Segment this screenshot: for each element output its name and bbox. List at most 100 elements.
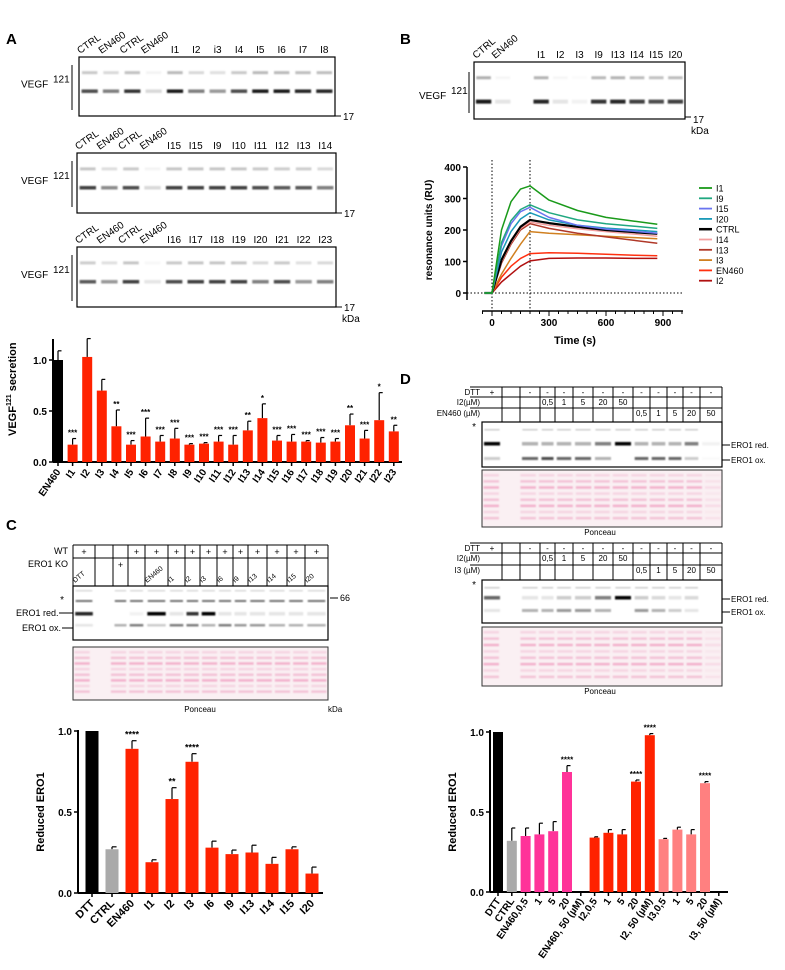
ponceau-band: [220, 673, 236, 676]
ponceau-band: [594, 656, 610, 659]
protein-label-superscript: 121: [53, 171, 70, 182]
blot-band: [201, 612, 216, 616]
x-tick-label: I13: [236, 467, 253, 485]
legend-label: CTRL: [716, 225, 740, 235]
blot-band: [269, 600, 285, 602]
ponceau-band: [483, 656, 499, 659]
ponceau-band: [311, 667, 327, 671]
row-label: EN460 (µM): [437, 409, 481, 418]
blot-band: [218, 590, 232, 592]
ponceau-band: [274, 656, 291, 660]
blot-band: [144, 280, 161, 284]
table-cell: 0,5: [636, 566, 648, 575]
ponceau-band: [74, 679, 90, 682]
blot-band: [269, 612, 285, 616]
marker-66kda: 66: [340, 593, 350, 603]
blot-band: [209, 280, 226, 284]
ponceau-band: [74, 667, 90, 671]
blot-frame: [78, 56, 336, 117]
blot-band: [230, 89, 248, 93]
blot-band: [102, 89, 120, 93]
ponceau-band: [668, 480, 684, 483]
table-cell: -: [546, 388, 549, 397]
protein-label: VEGF: [21, 270, 48, 281]
ponceau-label: Ponceau: [184, 705, 216, 714]
ponceau-band: [274, 667, 291, 671]
blot-band: [147, 590, 166, 592]
blot-frame: [473, 61, 686, 120]
wt-cell: +: [222, 547, 227, 557]
ponceau-band: [631, 675, 647, 679]
series-line-en460: [484, 251, 658, 294]
ponceau-band: [293, 656, 309, 660]
table-cell: 0,5: [542, 398, 554, 407]
ponceau-band: [705, 510, 721, 514]
ponceau-band: [649, 504, 666, 508]
blot-band: [541, 429, 554, 431]
bar: [265, 863, 279, 893]
legend-label: EN460: [716, 266, 744, 276]
blot-band: [166, 261, 182, 265]
lane-label: I12: [275, 141, 289, 152]
bar: [686, 834, 697, 892]
ponceau-band: [483, 662, 499, 666]
lane-label: I9: [595, 50, 604, 61]
ero1-reduced-label: ERO1 red.: [16, 608, 59, 618]
ponceau-band: [705, 516, 721, 520]
ponceau-band: [311, 679, 327, 682]
ponceau-band: [256, 673, 272, 676]
wt-cell: +: [174, 547, 179, 557]
lane-label: I16: [167, 235, 181, 246]
blot-band: [234, 612, 247, 616]
bar: [658, 839, 669, 892]
blot-band: [541, 457, 554, 460]
bar: [330, 441, 341, 462]
ponceau-band: [557, 504, 573, 508]
blot-band: [187, 280, 204, 284]
ponceau-band: [649, 474, 666, 477]
blot-band: [295, 167, 312, 171]
bar: [165, 799, 179, 893]
table-cell: 0,5: [542, 554, 554, 563]
y-tick-label: 0.5: [33, 407, 47, 418]
bar: [111, 426, 122, 462]
x-tick-label: I6: [137, 467, 151, 481]
blot-band: [129, 624, 144, 627]
bar: [257, 418, 268, 462]
ponceau-band: [612, 486, 629, 489]
ponceau-band: [649, 650, 666, 653]
ponceau-band: [238, 656, 254, 660]
lane-label: I1: [171, 45, 180, 56]
ponceau-band: [256, 679, 272, 682]
blot-band: [595, 596, 611, 600]
blot-band: [575, 596, 591, 600]
blot-band: [668, 457, 682, 460]
ponceau-band: [594, 643, 610, 647]
blot-band: [484, 587, 500, 589]
x-tick-label: I9: [222, 898, 237, 913]
ponceau-band: [686, 675, 703, 679]
blot-band: [556, 609, 572, 612]
blot-band: [595, 587, 611, 589]
blot-band: [269, 624, 285, 627]
blot-band: [629, 99, 645, 104]
blot-band: [648, 76, 664, 80]
series-line-i1: [484, 185, 658, 294]
blot-band: [166, 167, 182, 171]
table-cell: 50: [707, 566, 716, 575]
lane-label: I3: [575, 50, 584, 61]
ponceau-band: [483, 675, 499, 679]
blot-band: [552, 99, 568, 104]
y-axis-label: resonance units (RU): [424, 180, 435, 281]
significance-label: ***: [229, 425, 239, 434]
blot-band: [651, 442, 666, 446]
y-tick-label: 100: [444, 258, 461, 269]
line-chart-b: 0 100 200 300 400 0 300 600 900 Time (s) resonance…: [424, 160, 744, 347]
ponceau-band: [631, 662, 647, 666]
ero1-oxidized-label: ERO1 ox.: [731, 456, 766, 465]
legend-label: I1: [716, 184, 724, 194]
blot-band: [186, 600, 199, 602]
ponceau-band: [612, 643, 629, 647]
ponceau-band: [256, 667, 272, 671]
